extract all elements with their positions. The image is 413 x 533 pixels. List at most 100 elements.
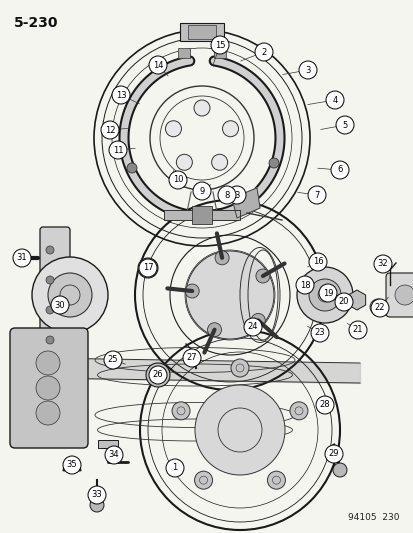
Text: 29: 29 (328, 449, 338, 458)
Circle shape (51, 296, 69, 314)
Circle shape (243, 318, 261, 336)
Circle shape (13, 249, 31, 267)
Circle shape (295, 276, 313, 294)
Circle shape (211, 154, 227, 170)
Text: 3: 3 (234, 190, 239, 199)
Circle shape (370, 299, 388, 317)
Text: 33: 33 (91, 490, 102, 499)
Circle shape (228, 186, 245, 204)
Circle shape (149, 366, 166, 384)
Text: 18: 18 (299, 280, 310, 289)
Circle shape (46, 306, 54, 314)
Circle shape (46, 336, 54, 344)
Circle shape (48, 273, 92, 317)
Text: 4: 4 (332, 95, 337, 104)
Text: 94105  230: 94105 230 (348, 513, 399, 522)
Circle shape (166, 459, 183, 477)
Circle shape (373, 255, 391, 273)
Circle shape (255, 269, 269, 283)
Text: 9: 9 (199, 187, 204, 196)
Circle shape (105, 446, 123, 464)
Text: 6: 6 (337, 166, 342, 174)
Circle shape (394, 285, 413, 305)
Circle shape (195, 385, 284, 475)
Text: 26: 26 (152, 370, 163, 379)
Text: 15: 15 (214, 41, 225, 50)
Circle shape (104, 351, 122, 369)
Text: 27: 27 (186, 353, 197, 362)
Circle shape (32, 257, 108, 333)
Text: 23: 23 (314, 328, 325, 337)
Text: 7: 7 (313, 190, 319, 199)
Circle shape (101, 121, 119, 139)
Circle shape (112, 86, 130, 104)
Text: 17: 17 (142, 263, 153, 272)
Circle shape (185, 284, 199, 298)
Circle shape (335, 116, 353, 134)
Bar (214, 48, 225, 58)
Circle shape (308, 279, 340, 311)
Text: 35: 35 (66, 461, 77, 470)
Text: 5: 5 (342, 120, 347, 130)
Text: 31: 31 (17, 254, 27, 262)
Circle shape (36, 351, 60, 375)
Circle shape (318, 284, 336, 302)
FancyBboxPatch shape (10, 328, 88, 448)
Circle shape (330, 161, 348, 179)
Circle shape (254, 43, 272, 61)
Circle shape (211, 36, 228, 54)
Circle shape (207, 322, 221, 337)
Text: 30: 30 (55, 301, 65, 310)
Circle shape (218, 186, 235, 204)
Circle shape (369, 299, 385, 315)
Text: 13: 13 (115, 91, 126, 100)
Circle shape (307, 186, 325, 204)
Circle shape (324, 445, 342, 463)
Polygon shape (231, 188, 259, 218)
Circle shape (127, 163, 137, 173)
Circle shape (149, 56, 166, 74)
Circle shape (139, 259, 157, 277)
Circle shape (138, 258, 158, 278)
Circle shape (325, 91, 343, 109)
Text: 10: 10 (172, 175, 183, 184)
Circle shape (296, 267, 352, 323)
Text: 28: 28 (319, 400, 330, 409)
Circle shape (165, 121, 181, 137)
Circle shape (172, 402, 190, 420)
Text: 12: 12 (104, 125, 115, 134)
Circle shape (176, 154, 192, 170)
Text: 32: 32 (377, 260, 387, 269)
Bar (98, 440, 118, 448)
Bar (180, 23, 223, 41)
Circle shape (222, 121, 238, 137)
Text: 3: 3 (304, 66, 310, 75)
Circle shape (308, 253, 326, 271)
Bar (188, 25, 216, 39)
Circle shape (268, 158, 278, 168)
Circle shape (46, 276, 54, 284)
Circle shape (251, 313, 265, 327)
Text: 20: 20 (338, 297, 349, 306)
Circle shape (334, 293, 352, 311)
Circle shape (183, 349, 201, 367)
Bar (192, 206, 211, 224)
Bar (178, 48, 190, 58)
Circle shape (194, 471, 212, 489)
Text: 25: 25 (107, 356, 118, 365)
Circle shape (215, 251, 228, 265)
Text: 14: 14 (152, 61, 163, 69)
Text: 1: 1 (172, 464, 177, 472)
Text: 19: 19 (322, 288, 332, 297)
Text: 24: 24 (247, 322, 258, 332)
Circle shape (185, 251, 273, 339)
Circle shape (169, 171, 187, 189)
Circle shape (192, 182, 211, 200)
Text: 16: 16 (312, 257, 323, 266)
Text: 5-230: 5-230 (14, 16, 58, 30)
FancyBboxPatch shape (40, 227, 70, 363)
Circle shape (194, 100, 209, 116)
Circle shape (267, 471, 285, 489)
Circle shape (310, 324, 328, 342)
Circle shape (315, 396, 333, 414)
